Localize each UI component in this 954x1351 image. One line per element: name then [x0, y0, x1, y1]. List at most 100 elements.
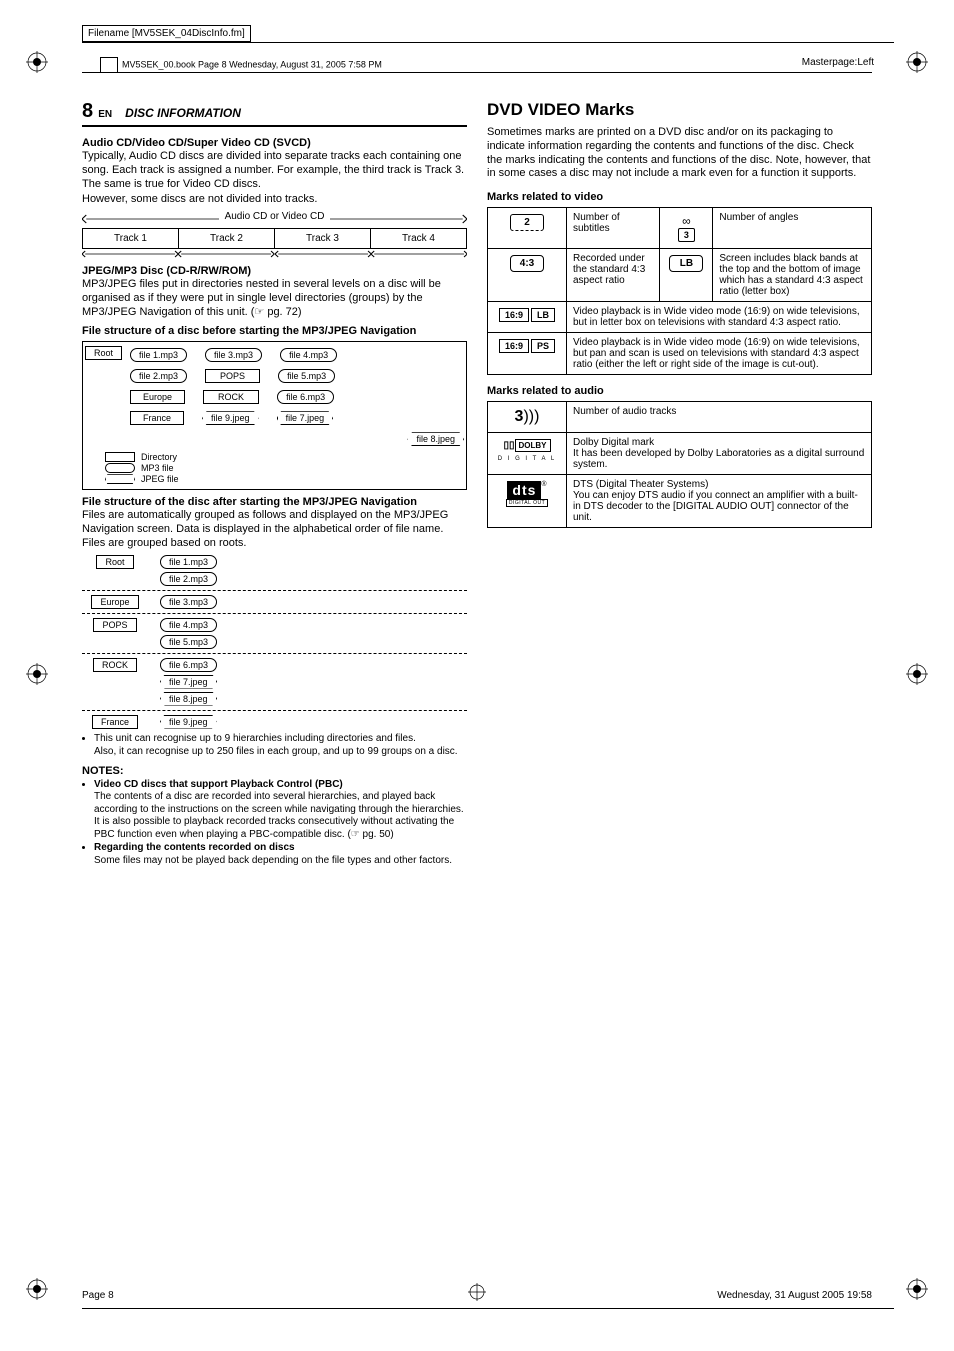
- footer-date: Wednesday, 31 August 2005 19:58: [717, 1290, 872, 1301]
- top-rule: [82, 42, 894, 43]
- tree-node: file 2.mp3: [160, 572, 217, 586]
- audio-cd-heading: Audio CD/Video CD/Super Video CD (SVCD): [82, 137, 467, 149]
- track-cell: Track 3: [275, 229, 371, 248]
- tree-node: file 9.jpeg: [160, 715, 217, 729]
- body-text: Files are automatically grouped as follo…: [82, 509, 467, 550]
- tree-node: Root: [96, 555, 133, 569]
- tree-node: file 1.mp3: [160, 555, 217, 569]
- audio-tracks-icon: 3))): [515, 408, 540, 426]
- crop-mark-icon: [906, 51, 928, 73]
- aspect-169-icon: 16:9: [499, 308, 529, 322]
- crop-mark-icon: [26, 1278, 48, 1300]
- dts-icon: dts® DIGITAL OUT: [506, 481, 548, 507]
- body-text: MP3/JPEG files put in directories nested…: [82, 278, 467, 319]
- track-header: Audio CD or Video CD: [219, 211, 331, 222]
- tree-node: Root: [85, 346, 122, 360]
- tree-node: file 7.jpeg: [277, 411, 334, 425]
- table-cell: Video playback is in Wide video mode (16…: [567, 302, 872, 333]
- subtitle-mark-icon: 2: [510, 214, 544, 231]
- tree-node: France: [92, 715, 138, 729]
- lb-sub-icon: LB: [531, 308, 555, 322]
- tree-node: file 4.mp3: [160, 618, 217, 632]
- table-cell: Recorded under the standard 4:3 aspect r…: [567, 249, 660, 302]
- bullet-item: Also, it can recognise up to 250 files i…: [94, 746, 467, 759]
- crop-mark-icon: [906, 1278, 928, 1300]
- table-cell: Dolby Digital mark It has been developed…: [567, 433, 872, 475]
- tree-node: file 6.mp3: [160, 658, 217, 672]
- table-cell: Screen includes black bands at the top a…: [713, 249, 872, 302]
- audio-marks-heading: Marks related to audio: [487, 385, 872, 397]
- note-item: Video CD discs that support Playback Con…: [94, 779, 467, 842]
- center-cross-icon: [468, 1283, 486, 1304]
- crop-mark-icon: [906, 663, 928, 685]
- audio-marks-table: 3))) Number of audio tracks ▯▯DOLBY D I …: [487, 401, 872, 528]
- tree-node: file 1.mp3: [130, 348, 187, 362]
- body-text: Sometimes marks are printed on a DVD dis…: [487, 126, 872, 181]
- book-icon: [100, 57, 118, 73]
- tree-node: file 8.jpeg: [160, 692, 217, 706]
- crop-mark-icon: [26, 51, 48, 73]
- tree-diagram-before: Root file 1.mp3 file 3.mp3 file 4.mp3 fi…: [82, 341, 467, 490]
- notes-heading: NOTES:: [82, 765, 467, 777]
- legend-mp3-icon: [105, 463, 135, 473]
- bullet-list: This unit can recognise up to 9 hierarch…: [82, 733, 467, 759]
- bullet-item: This unit can recognise up to 9 hierarch…: [94, 733, 467, 746]
- table-cell: Number of subtitles: [567, 208, 660, 249]
- dvd-video-marks-title: DVD VIDEO Marks: [487, 100, 872, 120]
- ps-sub-icon: PS: [531, 339, 555, 353]
- jpeg-mp3-heading: JPEG/MP3 Disc (CD-R/RW/ROM): [82, 265, 467, 277]
- file-structure-after-heading: File structure of the disc after startin…: [82, 496, 467, 508]
- masterpage-label: Masterpage:Left: [802, 57, 874, 68]
- tree-node: file 3.mp3: [205, 348, 262, 362]
- table-cell: Number of angles: [713, 208, 872, 249]
- track-cell: Track 4: [371, 229, 466, 248]
- legend-label: MP3 file: [141, 463, 174, 473]
- angle-mark-icon: ∞3: [678, 214, 695, 242]
- footer-page: Page 8: [82, 1290, 114, 1301]
- tree-node: file 5.mp3: [278, 369, 335, 383]
- tree-node: France: [130, 411, 184, 425]
- tree-node: Europe: [91, 595, 138, 609]
- tree-node: file 8.jpeg: [407, 432, 464, 446]
- legend-label: JPEG file: [141, 474, 179, 484]
- tree-node: ROCK: [93, 658, 137, 672]
- book-line: MV5SEK_00.book Page 8 Wednesday, August …: [100, 57, 382, 73]
- tree-node: file 3.mp3: [160, 595, 217, 609]
- filename-label: Filename [MV5SEK_04DiscInfo.fm]: [82, 25, 251, 42]
- body-text: However, some discs are not divided into…: [82, 193, 467, 207]
- video-marks-heading: Marks related to video: [487, 191, 872, 203]
- dolby-icon: ▯▯DOLBY D I G I T A L: [492, 439, 562, 463]
- legend-label: Directory: [141, 452, 177, 462]
- legend-jpeg-icon: [105, 474, 135, 484]
- legend-directory-icon: [105, 452, 135, 462]
- note-item: Regarding the contents recorded on discs…: [94, 842, 467, 867]
- book-line-text: MV5SEK_00.book Page 8 Wednesday, August …: [122, 59, 382, 69]
- file-structure-before-heading: File structure of a disc before starting…: [82, 325, 467, 337]
- lang-label: EN: [98, 109, 112, 120]
- track-diagram: Audio CD or Video CD Track 1 Track 2 Tra…: [82, 213, 467, 259]
- tree-node: POPS: [93, 618, 136, 632]
- page-number: 8: [82, 100, 93, 122]
- track-cell: Track 1: [83, 229, 179, 248]
- aspect-43-icon: 4:3: [510, 255, 544, 272]
- table-cell: Number of audio tracks: [567, 402, 872, 433]
- crop-mark-icon: [26, 663, 48, 685]
- aspect-169-icon: 16:9: [499, 339, 529, 353]
- table-cell: Video playback is in Wide video mode (16…: [567, 333, 872, 375]
- video-marks-table: 2 Number of subtitles ∞3 Number of angle…: [487, 207, 872, 375]
- table-cell: DTS (Digital Theater Systems) You can en…: [567, 475, 872, 528]
- tree-node: file 7.jpeg: [160, 675, 217, 689]
- tree-node: file 4.mp3: [280, 348, 337, 362]
- tree-node: POPS: [205, 369, 260, 383]
- tree-node: file 5.mp3: [160, 635, 217, 649]
- tree-node: file 9.jpeg: [202, 411, 259, 425]
- bottom-rule: [82, 1308, 894, 1309]
- letterbox-icon: LB: [669, 255, 703, 272]
- body-text: Typically, Audio CD discs are divided in…: [82, 150, 467, 191]
- tree-node: ROCK: [203, 390, 259, 404]
- track-cell: Track 2: [179, 229, 275, 248]
- tree-node: file 2.mp3: [130, 369, 187, 383]
- section-title: DISC INFORMATION: [125, 106, 241, 120]
- tree-node: Europe: [130, 390, 185, 404]
- tree-node: file 6.mp3: [277, 390, 334, 404]
